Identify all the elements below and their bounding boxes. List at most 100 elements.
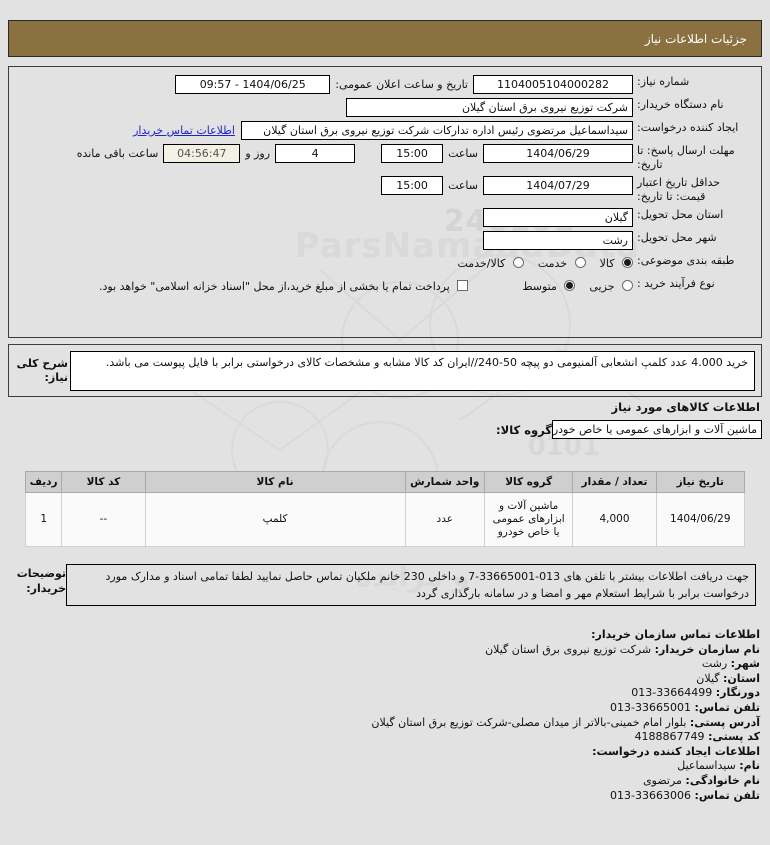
- deadline-time-field[interactable]: 15:00: [381, 144, 444, 163]
- cell-row-index: 1: [24, 492, 63, 547]
- need-number-field[interactable]: 1104005104000282: [473, 75, 633, 94]
- contact-fax-value: 33664499-013: [631, 686, 713, 700]
- creator-first-name-key: نام:: [739, 759, 760, 773]
- process-option-minor[interactable]: جزیی: [589, 277, 633, 296]
- creator-field[interactable]: سیداسماعیل مرتضوی رئیس اداره تدارکات شرک…: [241, 121, 633, 140]
- deadline-date-field[interactable]: 1404/06/29: [483, 144, 633, 163]
- publish-datetime-label: تاریخ و ساعت اعلان عمومی:: [335, 78, 468, 91]
- process-option-minor-label: جزیی: [589, 280, 615, 293]
- category-option-service-label: خدمت: [537, 257, 568, 270]
- page-title-bar: جزئیات اطلاعات نیاز: [8, 20, 762, 57]
- row-response-deadline: مهلت ارسال پاسخ: تا تاریخ: 1404/06/29 سا…: [19, 144, 751, 172]
- category-option-goods-service-label: کالا/خدمت: [457, 257, 506, 270]
- validity-time-label: ساعت: [448, 179, 478, 192]
- radio-goods-service-icon[interactable]: [512, 257, 524, 268]
- validity-time-field[interactable]: 15:00: [381, 176, 444, 195]
- need-summary-label: شرح کلی نیاز:: [16, 356, 68, 384]
- price-validity-label: حداقل تاریخ اعتبار قیمت: تا تاریخ:: [637, 176, 721, 203]
- need-number-label: شماره نیاز:: [637, 75, 690, 88]
- table-row: 1404/06/29 4,000 ماشین آلات و ابزارهای ع…: [24, 492, 746, 547]
- treasury-bond-checkbox-wrap[interactable]: پرداخت تمام یا بخشی از مبلغ خرید،از محل …: [99, 277, 469, 296]
- delivery-province-label: استان محل تحویل:: [637, 208, 724, 221]
- creator-first-name-value: سیداسماعیل: [677, 759, 736, 773]
- buyer-notes-text[interactable]: جهت دریافت اطلاعات بیشتر با تلفن های 013…: [66, 564, 756, 606]
- subject-category-label: طبقه بندی موضوعی:: [637, 254, 735, 267]
- delivery-province-field[interactable]: گیلان: [483, 208, 633, 227]
- treasury-bond-label: پرداخت تمام یا بخشی از مبلغ خرید،از محل …: [99, 280, 450, 293]
- contact-org-name-key: نام سازمان خریدار:: [654, 642, 760, 656]
- goods-section-heading: اطلاعات کالاهای مورد نیاز: [611, 400, 760, 414]
- need-summary-section: خرید 4.000 عدد کلمپ انشعابی آلمنیومی دو …: [8, 344, 762, 397]
- goods-table-wrap: تاریخ نیاز تعداد / مقدار گروه کالا واحد …: [24, 471, 746, 547]
- cell-unit: عدد: [404, 492, 485, 547]
- contact-fax: دورنگار: 33664499-013: [371, 686, 760, 701]
- contact-postal-value: 4188867749: [634, 730, 705, 744]
- contact-province: استان: گیلان: [371, 672, 760, 687]
- cell-goods-name: کلمپ: [144, 492, 406, 547]
- col-header-quantity: تعداد / مقدار: [572, 471, 657, 493]
- radio-minor-icon[interactable]: [622, 280, 633, 291]
- row-creator: ایجاد کننده درخواست: سیداسماعیل مرتضوی ر…: [19, 121, 751, 140]
- radio-medium-icon[interactable]: [564, 280, 576, 291]
- creator-tel: تلفن تماس: 33663006-013: [371, 789, 760, 804]
- process-option-medium[interactable]: متوسط: [522, 277, 576, 296]
- contact-city-key: شهر:: [730, 657, 760, 671]
- row-delivery-province: استان محل تحویل: گیلان: [19, 208, 751, 227]
- col-header-row-index: ردیف: [24, 471, 63, 493]
- delivery-city-label: شهر محل تحویل:: [637, 231, 717, 244]
- goods-group-field[interactable]: ماشین آلات و ابزارهای عمومی یا خاص خودرو: [552, 420, 762, 439]
- row-purchase-process: نوع فرآیند خرید : جزیی متوسط پرداخت تمام…: [19, 277, 751, 296]
- cell-goods-code: --: [61, 492, 146, 547]
- publish-datetime-field[interactable]: 1404/06/25 - 09:57: [175, 75, 331, 94]
- category-option-goods[interactable]: کالا: [600, 254, 633, 273]
- table-header-row: تاریخ نیاز تعداد / مقدار گروه کالا واحد …: [24, 471, 746, 493]
- buyer-notes-section: جهت دریافت اطلاعات بیشتر با تلفن های 013…: [8, 564, 762, 612]
- radio-service-icon[interactable]: [574, 257, 586, 268]
- category-option-service[interactable]: خدمت: [538, 254, 586, 273]
- contact-city-value: رشت: [701, 657, 728, 671]
- contact-tel-key: تلفن تماس:: [694, 700, 760, 714]
- col-header-goods-name: نام کالا: [144, 471, 406, 493]
- contact-city: شهر: رشت: [371, 657, 760, 672]
- buyer-notes-label: توضیحات خریدار:: [16, 567, 66, 595]
- cell-goods-group: ماشین آلات و ابزارهای عمومی یا خاص خودرو: [483, 492, 574, 547]
- contact-province-key: استان:: [723, 671, 760, 685]
- contact-tel-value: 33665001-013: [610, 700, 692, 714]
- col-header-unit: واحد شمارش: [404, 471, 485, 493]
- row-price-validity: حداقل تاریخ اعتبار قیمت: تا تاریخ: 1404/…: [19, 176, 751, 204]
- col-header-goods-code: کد کالا: [61, 471, 146, 493]
- buyer-org-field[interactable]: شرکت توزیع نیروی برق استان گیلان: [346, 98, 633, 117]
- goods-group-label: گروه کالا:: [496, 422, 552, 437]
- row-goods-group: ماشین آلات و ابزارهای عمومی یا خاص خودرو…: [488, 420, 762, 439]
- row-delivery-city: شهر محل تحویل: رشت: [19, 231, 751, 250]
- contact-tel: تلفن تماس: 33665001-013: [371, 701, 760, 716]
- category-option-goods-service[interactable]: کالا/خدمت: [458, 254, 524, 273]
- purchase-process-label: نوع فرآیند خرید :: [637, 277, 715, 290]
- remaining-days-field: 4: [275, 144, 356, 163]
- creator-contact-heading: اطلاعات ایجاد کننده درخواست:: [592, 744, 760, 758]
- remaining-clock-label: ساعت باقی مانده: [76, 147, 159, 160]
- row-need-number: شماره نیاز: 1104005104000282 تاریخ و ساع…: [19, 75, 751, 94]
- process-option-medium-label: متوسط: [522, 280, 557, 293]
- buyer-contact-link[interactable]: اطلاعات تماس خریدار: [133, 124, 235, 137]
- col-header-goods-group: گروه کالا: [483, 471, 574, 493]
- radio-goods-icon[interactable]: [622, 257, 633, 268]
- contact-address-value: بلوار امام خمینی-بالاتر از میدان مصلی-شر…: [371, 715, 687, 729]
- validity-date-field[interactable]: 1404/07/29: [483, 176, 633, 195]
- checkbox-treasury-icon[interactable]: [457, 280, 469, 291]
- creator-last-name-value: مرتضوی: [643, 773, 682, 787]
- remaining-clock-field: 04:56:47: [163, 144, 241, 163]
- need-summary-text[interactable]: خرید 4.000 عدد کلمپ انشعابی آلمنیومی دو …: [70, 350, 755, 391]
- creator-first-name: نام: سیداسماعیل: [371, 759, 760, 774]
- deadline-time-label: ساعت: [448, 147, 478, 160]
- creator-label: ایجاد کننده درخواست:: [637, 121, 739, 134]
- creator-last-name: نام خانوادگی: مرتضوی: [371, 774, 760, 789]
- goods-table: تاریخ نیاز تعداد / مقدار گروه کالا واحد …: [24, 471, 746, 547]
- response-deadline-label: مهلت ارسال پاسخ: تا تاریخ:: [637, 144, 735, 171]
- cell-quantity: 4,000: [572, 492, 657, 547]
- contact-postal-code: کد پستی: 4188867749: [371, 730, 760, 745]
- contact-fax-key: دورنگار:: [715, 686, 760, 700]
- delivery-city-field[interactable]: رشت: [483, 231, 633, 250]
- contact-postal-key: کد پستی:: [708, 730, 760, 744]
